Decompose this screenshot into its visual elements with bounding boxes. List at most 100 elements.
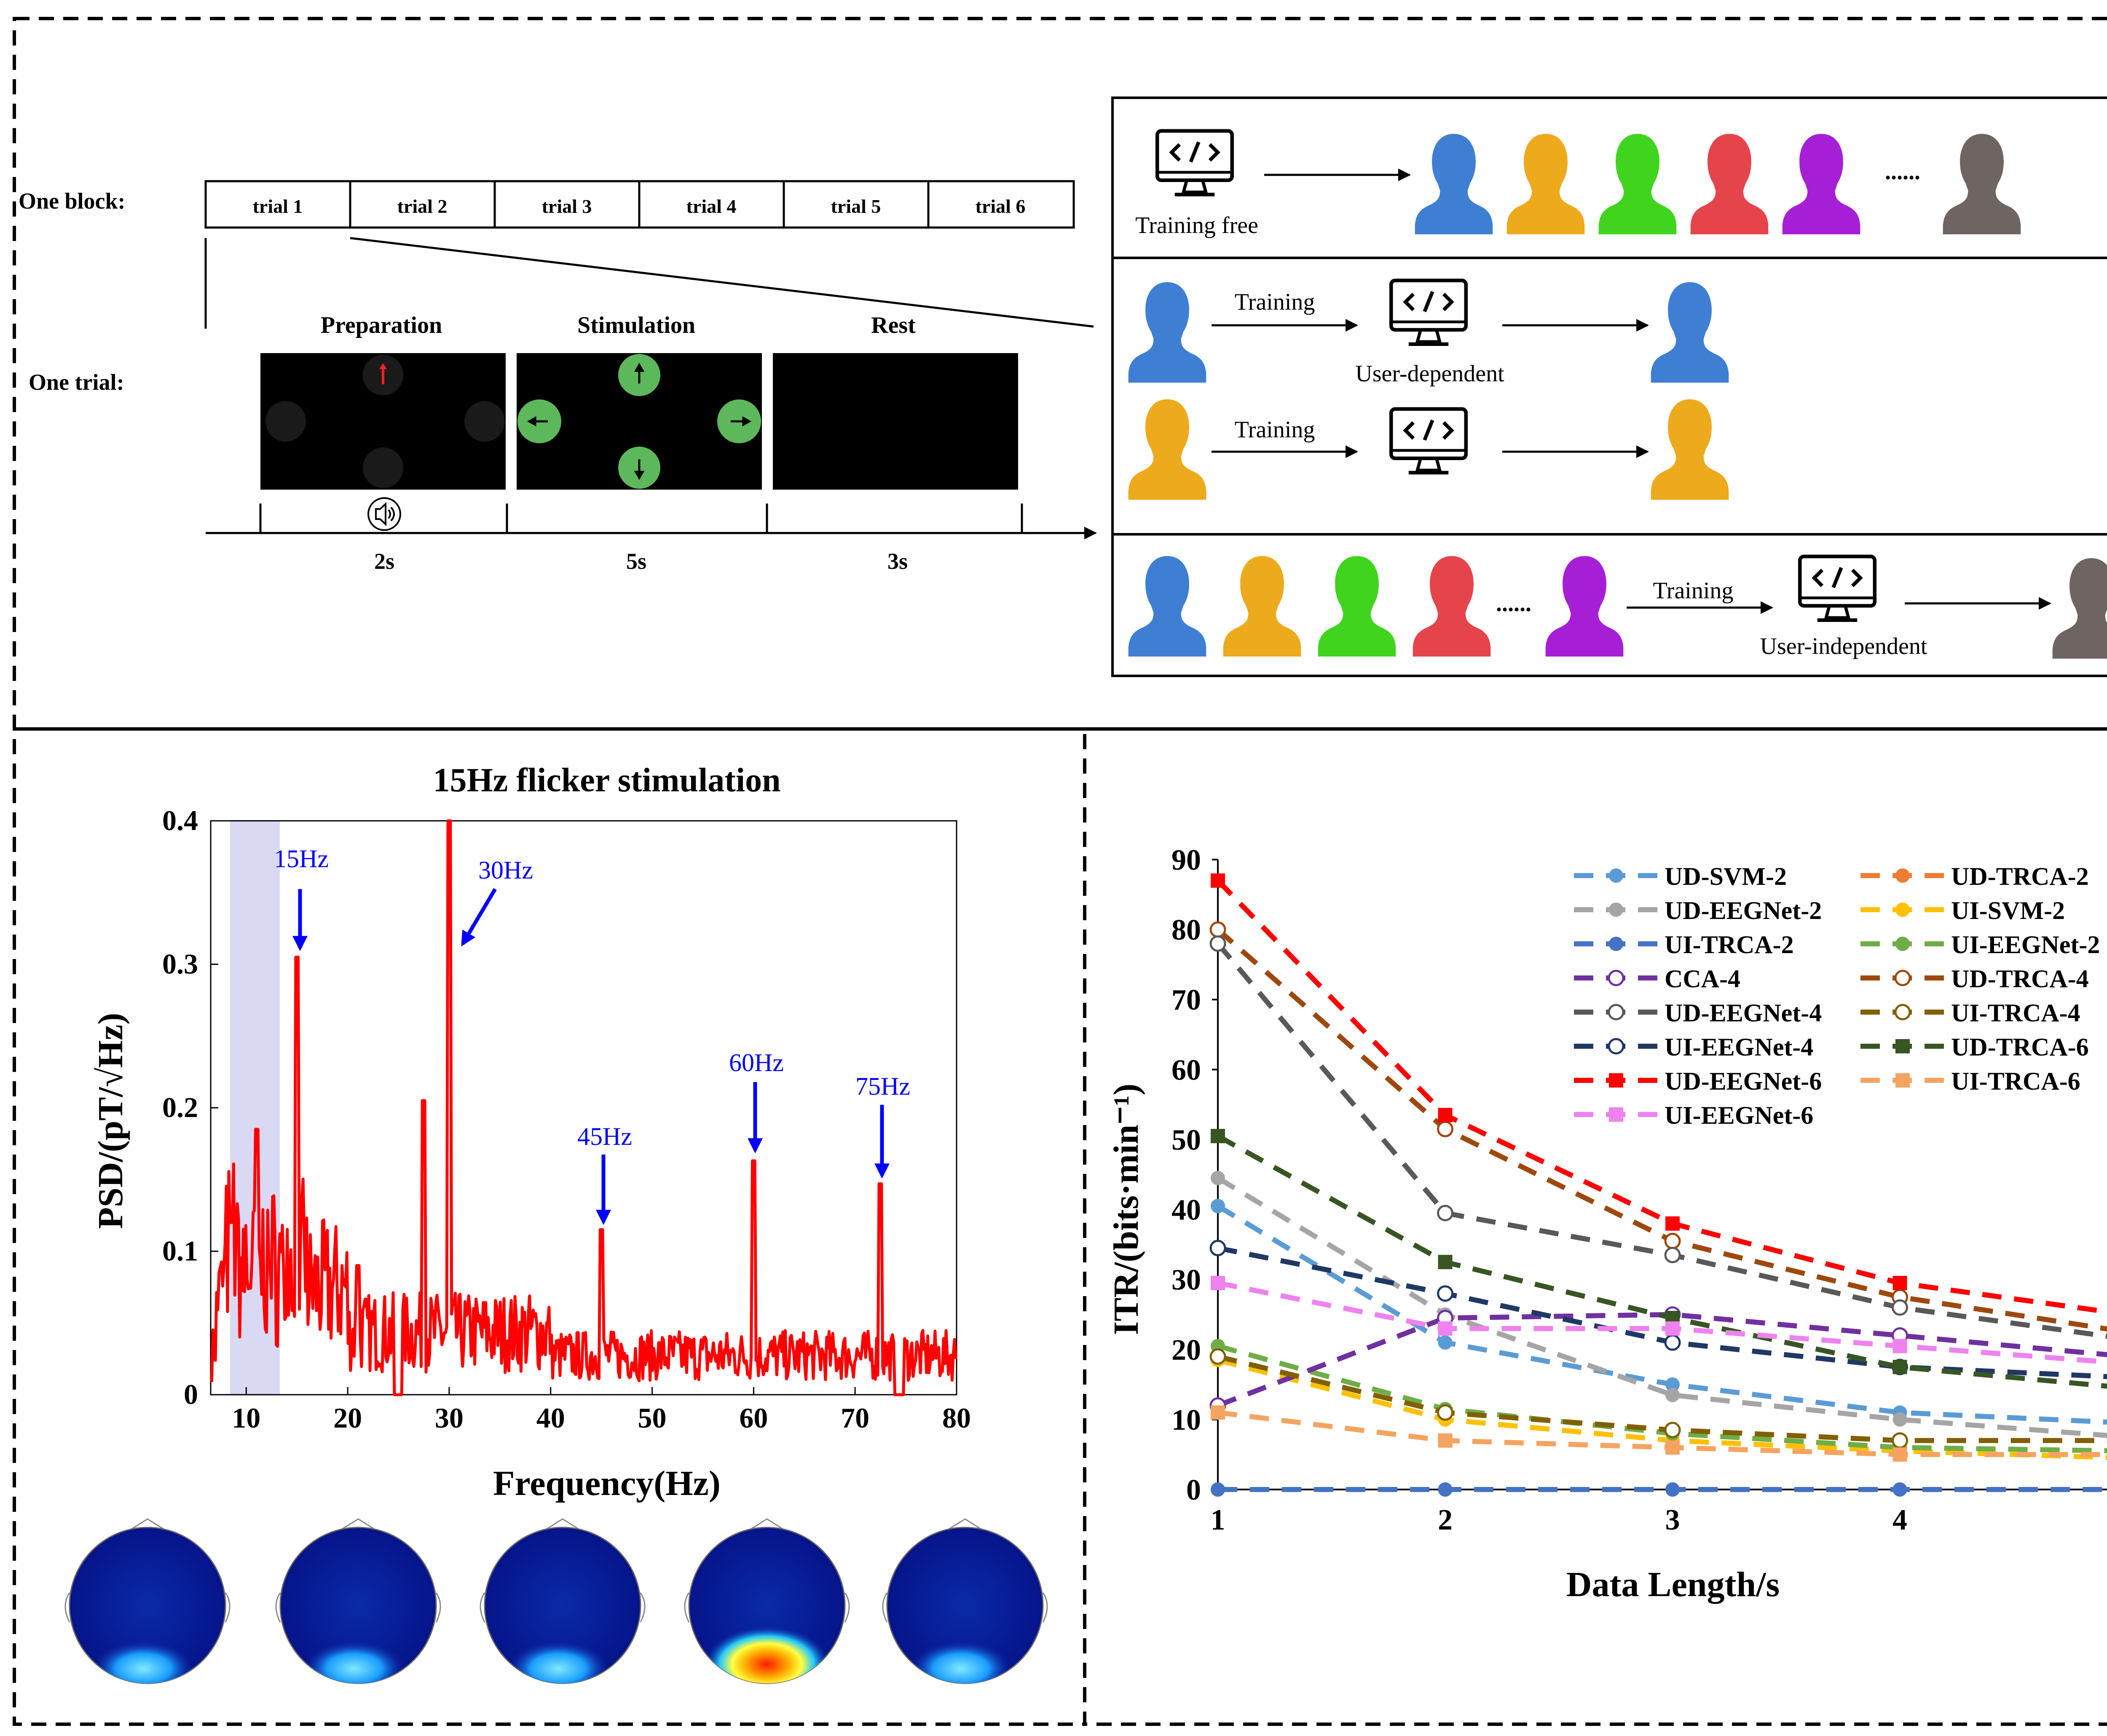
legend-label: UI-EEGNet-6 xyxy=(1665,1101,1813,1129)
itr-data-point xyxy=(1437,1121,1453,1138)
itr-data-point xyxy=(1209,935,1226,952)
itr-data-point xyxy=(1893,1360,1907,1374)
itr-ylabel: ITR/(bits·min⁻¹) xyxy=(1107,1084,1146,1335)
topomap xyxy=(64,1518,231,1684)
itr-data-point xyxy=(1892,1432,1908,1449)
topomap xyxy=(275,1518,441,1684)
psd-xlabel: Frequency(Hz) xyxy=(493,1464,721,1503)
itr-data-point xyxy=(1895,1039,1910,1053)
itr-data-point xyxy=(1211,1482,1225,1497)
legend-label: UD-EEGNet-4 xyxy=(1665,999,1822,1027)
legend-label: UI-EEGNet-2 xyxy=(1951,931,2100,959)
itr-xtick-label: 3 xyxy=(1665,1504,1680,1536)
topography-row xyxy=(64,1518,1048,1684)
itr-line xyxy=(1217,1312,2107,1408)
rest-screen xyxy=(773,353,1018,490)
itr-ytick-label: 70 xyxy=(1171,984,1201,1016)
itr-data-point xyxy=(1892,1299,1908,1316)
itr-data-point xyxy=(1893,1482,1907,1497)
itr-data-point xyxy=(1437,1285,1453,1302)
itr-data-point xyxy=(1438,1433,1453,1448)
psd-peak-annotation: 15Hz xyxy=(274,845,329,873)
itr-series xyxy=(1209,873,2107,1497)
legend-item: UD-TRCA-2 xyxy=(1860,863,2089,890)
itr-data-point xyxy=(1211,873,1225,888)
itr-data-point xyxy=(1608,1004,1624,1021)
itr-data-point xyxy=(1665,1216,1680,1231)
itr-xlabel: Data Length/s xyxy=(1566,1565,1780,1604)
itr-legend: UD-SVM-2 UD-TRCA-2 UD-EEGNet-2 UI-SVM-2 UI-T… xyxy=(1574,863,2100,1129)
legend-label: UD-TRCA-4 xyxy=(1951,965,2089,993)
itr-line xyxy=(1216,1176,2107,1438)
itr-data-point xyxy=(1608,1038,1624,1055)
trial-3-label: trial 3 xyxy=(542,196,592,217)
psd-spectrum-line xyxy=(210,819,957,1396)
legend-item: UI-EEGNet-6 xyxy=(1574,1101,1813,1129)
itr-series-line xyxy=(1209,1306,2107,1414)
phase-preparation-label: Preparation xyxy=(321,312,442,338)
itr-data-point xyxy=(1664,1232,1681,1249)
psd-ylabel: PSD/(pT/√Hz) xyxy=(91,1013,130,1229)
itr-data-point xyxy=(1211,1171,1225,1185)
itr-data-point xyxy=(1437,1404,1453,1421)
itr-data-point xyxy=(1664,1334,1681,1351)
itr-series-line xyxy=(1211,1275,2107,1365)
legend-label: UD-EEGNet-6 xyxy=(1665,1067,1822,1095)
legend-item: UI-TRCA-2 xyxy=(1574,931,1794,959)
legend-item: UD-TRCA-4 xyxy=(1860,965,2089,993)
itr-data-point xyxy=(1893,1275,1907,1290)
psd-peak-arrow xyxy=(461,888,497,947)
psd-xtick-label: 20 xyxy=(333,1402,362,1434)
paradigm-diagram: Training free ...... Training User-depen… xyxy=(1111,96,2107,677)
itr-data-point xyxy=(1665,1377,1680,1392)
trial-1-label: trial 1 xyxy=(253,196,303,217)
itr-data-point xyxy=(1895,937,1910,951)
psd-xtick-label: 40 xyxy=(536,1402,565,1434)
psd-ytick-label: 0.4 xyxy=(162,804,198,836)
itr-data-point xyxy=(1664,1422,1681,1439)
psd-ytick-label: 0.2 xyxy=(162,1091,198,1123)
itr-series-line xyxy=(1211,1482,2107,1497)
legend-item: UD-TRCA-6 xyxy=(1860,1033,2089,1061)
psd-annotations: 15Hz 30Hz 45Hz 60Hz 75Hz xyxy=(274,845,910,1225)
itr-data-point xyxy=(1438,1108,1453,1123)
legend-item: UI-TRCA-4 xyxy=(1860,999,2080,1027)
itr-xtick-label: 2 xyxy=(1438,1504,1453,1536)
zoom-line-right xyxy=(350,237,1094,328)
itr-ytick-label: 20 xyxy=(1171,1334,1201,1366)
itr-data-point xyxy=(1209,1348,1226,1365)
legend-item: UI-SVM-2 xyxy=(1860,897,2065,924)
legend-label: CCA-4 xyxy=(1665,965,1740,993)
psd-title: 15Hz flicker stimulation xyxy=(433,762,780,799)
training-label-ud1: Training xyxy=(1235,289,1315,315)
itr-data-point xyxy=(1665,1482,1680,1497)
itr-data-point xyxy=(1609,937,1623,951)
itr-data-point xyxy=(1665,1321,1680,1336)
itr-data-point xyxy=(1894,1004,1911,1021)
psd-ticks: 10 20 30 40 50 60 70 80 0 0.1 0.2 0.3 0.4 xyxy=(162,804,971,1434)
ellipsis-row3: ...... xyxy=(1496,590,1531,616)
panel-borders xyxy=(13,17,2107,1726)
timeline: 2s 5s 3s xyxy=(206,497,1097,574)
psd-peak-annotation: 45Hz xyxy=(577,1123,632,1150)
itr-xtick-label: 4 xyxy=(1893,1504,1907,1536)
legend-label: UI-SVM-2 xyxy=(1951,897,2065,924)
psd-peak-annotation: 60Hz xyxy=(729,1049,784,1077)
itr-line xyxy=(1217,1343,2107,1453)
trial-5-label: trial 5 xyxy=(831,196,881,217)
trial-4-label: trial 4 xyxy=(686,196,737,217)
itr-data-point xyxy=(1438,1335,1453,1350)
bottom-right-panel-border xyxy=(1083,727,2107,1726)
top-panel-border xyxy=(13,17,2107,731)
legend-label: UD-SVM-2 xyxy=(1665,863,1787,890)
itr-line xyxy=(1217,1133,2107,1389)
stimulation-screen xyxy=(517,353,762,490)
itr-data-point xyxy=(1209,1240,1226,1256)
trial-6-label: trial 6 xyxy=(976,196,1026,217)
itr-data-point xyxy=(1665,1440,1680,1455)
user-independent-label: User-independent xyxy=(1760,633,1927,659)
legend-label: UI-TRCA-6 xyxy=(1951,1067,2080,1095)
itr-ytick-label: 40 xyxy=(1171,1194,1201,1227)
topomap xyxy=(684,1518,850,1684)
duration-rest: 3s xyxy=(887,549,908,574)
